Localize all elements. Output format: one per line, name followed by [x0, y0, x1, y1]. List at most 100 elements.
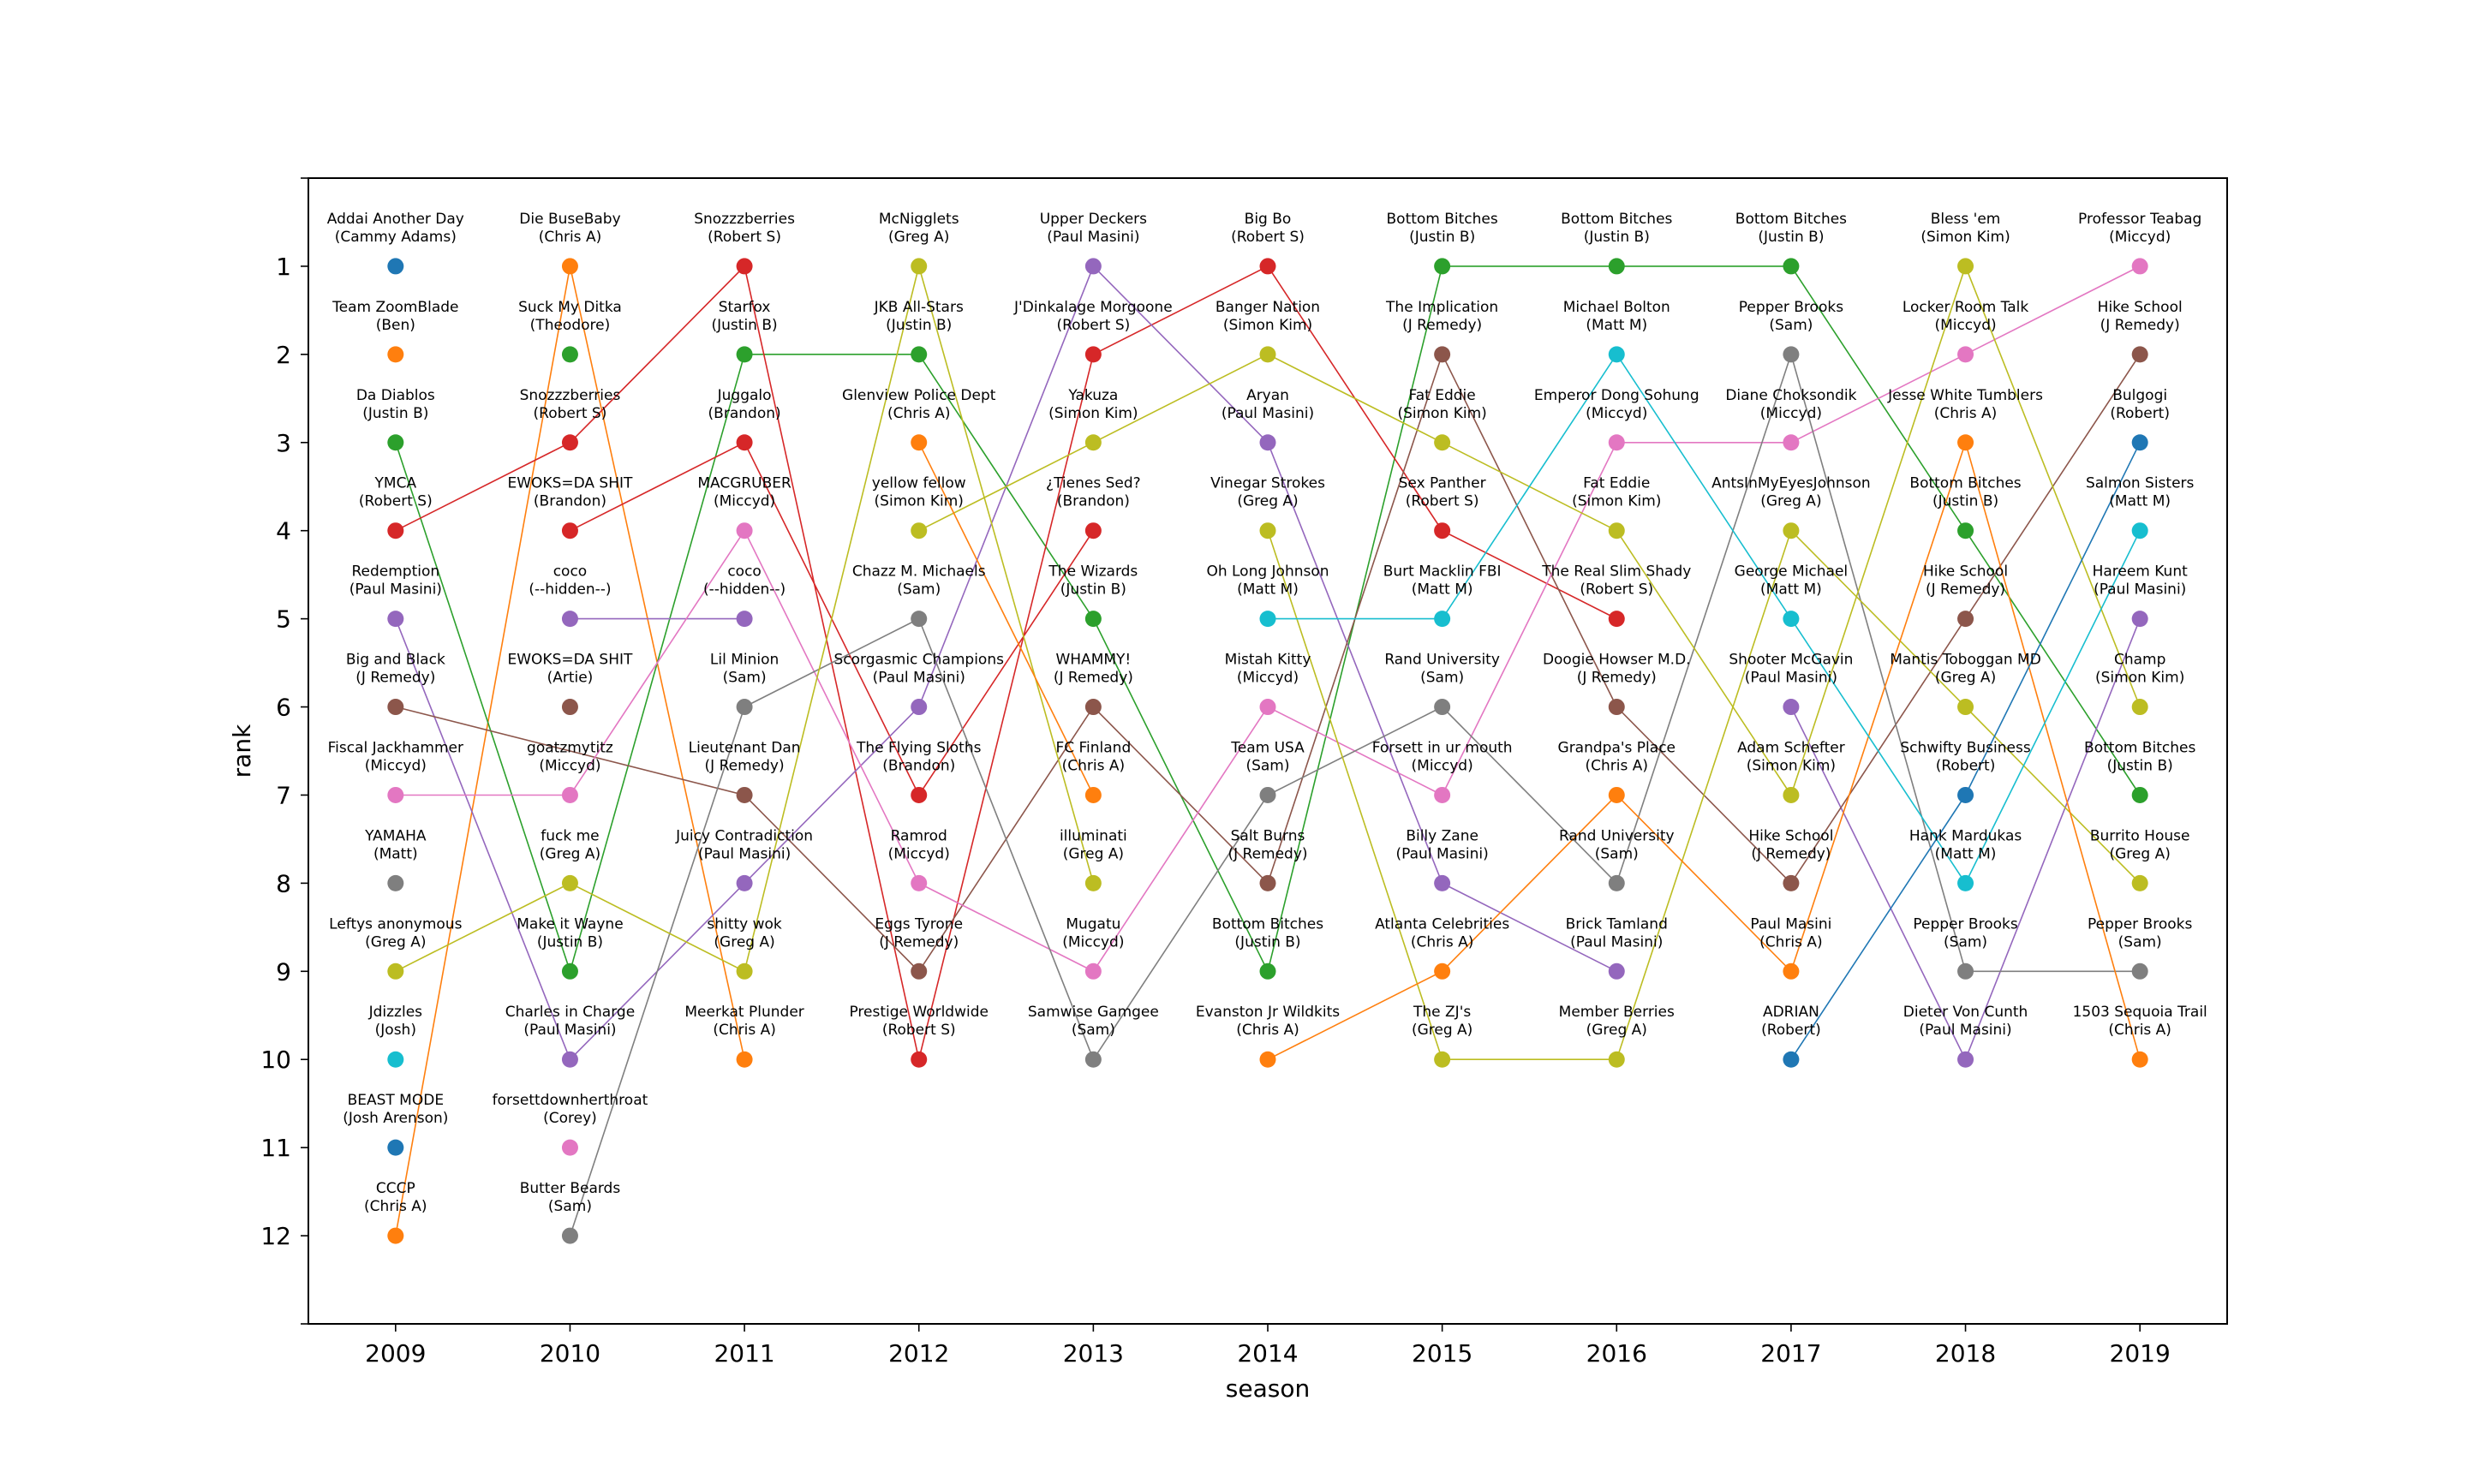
rank-marker: [1434, 611, 1451, 628]
team-name-label: Vinegar Strokes: [1210, 475, 1325, 492]
x-tick-label: 2013: [1063, 1339, 1124, 1368]
team-name-label: Lieutenant Dan: [689, 739, 801, 756]
rank-marker: [1434, 699, 1451, 716]
rank-marker: [1957, 699, 1974, 716]
team-name-label: Rand University: [1384, 652, 1500, 669]
owner-name-label: (J Remedy): [705, 757, 785, 774]
owner-name-label: (Sam): [723, 670, 767, 687]
team-name-label: Champ: [2114, 652, 2165, 669]
rank-marker: [1434, 874, 1451, 891]
team-name-label: Ramrod: [891, 827, 947, 844]
team-name-label: Make it Wayne: [517, 915, 623, 933]
owner-name-label: (Miccyd): [1760, 405, 1822, 422]
team-name-label: Lil Minion: [710, 652, 779, 669]
team-name-label: Jdizzles: [368, 1004, 423, 1021]
owner-name-label: (Justin B): [1060, 581, 1126, 599]
owner-name-label: (J Remedy): [1577, 670, 1657, 687]
rank-marker: [2131, 786, 2148, 803]
owner-name-label: (Robert S): [534, 405, 607, 422]
owner-name-label: (Chris A): [539, 229, 602, 246]
team-name-label: Salt Burns: [1231, 827, 1305, 844]
x-tick-label: 2014: [1237, 1339, 1298, 1368]
team-name-label: Hike School: [1748, 827, 1833, 844]
rank-marker: [736, 1051, 753, 1068]
owner-name-label: (Brandon): [1057, 493, 1130, 510]
owner-name-label: (Matt M): [1760, 581, 1822, 599]
rank-marker: [1259, 1051, 1276, 1068]
team-name-label: Shooter McGavin: [1729, 652, 1853, 669]
rank-marker: [1957, 786, 1974, 803]
owner-name-label: (Justin B): [1932, 493, 1998, 510]
rank-marker: [1434, 1051, 1451, 1068]
team-name-label: Brick Tamland: [1566, 915, 1668, 933]
y-tick-label: 9: [276, 957, 291, 986]
owner-name-label: (Sam): [1944, 933, 1987, 951]
rank-marker: [561, 522, 578, 539]
rank-marker: [1957, 346, 1974, 363]
team-name-label: Bottom Bitches: [1212, 915, 1323, 933]
rank-marker: [911, 963, 928, 980]
owner-name-label: (Josh Arenson): [343, 1110, 448, 1127]
team-name-label: Hareem Kunt: [2093, 563, 2189, 581]
owner-name-label: (Greg A): [365, 933, 426, 951]
owner-name-label: (Greg A): [2110, 845, 2171, 862]
rank-marker: [1259, 611, 1276, 628]
owner-name-label: (Greg A): [1237, 493, 1298, 510]
rank-marker: [736, 258, 753, 275]
rank-marker: [1084, 522, 1102, 539]
team-name-label: Starfox: [719, 299, 771, 316]
rank-marker: [1608, 963, 1625, 980]
owner-name-label: (J Remedy): [1926, 581, 2005, 599]
team-name-label: yellow fellow: [872, 475, 966, 492]
owner-name-label: (Robert S): [1406, 493, 1479, 510]
team-name-label: Prestige Worldwide: [849, 1004, 989, 1021]
owner-name-label: (Josh): [375, 1022, 416, 1039]
x-tick-label: 2009: [365, 1339, 426, 1368]
owner-name-label: (--hidden--): [529, 581, 611, 599]
owner-name-label: (Matt M): [1237, 581, 1299, 599]
team-name-label: Burt Macklin FBI: [1383, 563, 1502, 581]
rank-marker: [1608, 258, 1625, 275]
team-name-label: Snozzzberries: [694, 211, 795, 228]
rank-marker: [736, 963, 753, 980]
rank-marker: [1783, 346, 1800, 363]
x-axis: 2009 2010 2011 2012 2013 2014 2015 2016 2017 2018…: [365, 1324, 2171, 1368]
owner-name-label: (Robert S): [1580, 581, 1653, 599]
owner-name-label: (Robert S): [1231, 229, 1305, 246]
series-line-9: [569, 352, 2141, 1237]
rank-marker: [1608, 434, 1625, 451]
x-tick-label: 2010: [540, 1339, 600, 1368]
owner-name-label: (J Remedy): [355, 670, 435, 687]
x-tick-label: 2012: [888, 1339, 949, 1368]
rank-marker: [561, 963, 578, 980]
team-name-label: Bottom Bitches: [1909, 475, 2021, 492]
owner-name-label: (Paul Masini): [873, 670, 965, 687]
owner-name-label: (Chris A): [887, 405, 951, 422]
rank-marker: [2131, 699, 2148, 716]
rank-marker: [1084, 611, 1102, 628]
owner-name-label: (Paul Masini): [1570, 933, 1663, 951]
x-axis-label: season: [1226, 1374, 1310, 1403]
team-name-label: Member Berries: [1559, 1004, 1675, 1021]
y-tick-label: 1: [276, 253, 291, 281]
rank-marker: [2131, 963, 2148, 980]
owner-name-label: (J Remedy): [1054, 670, 1133, 687]
rank-marker: [1434, 346, 1451, 363]
x-tick-label: 2015: [1412, 1339, 1472, 1368]
rank-marker: [561, 434, 578, 451]
rank-marker: [1259, 522, 1276, 539]
team-name-label: AntsInMyEyesJohnson: [1711, 475, 1871, 492]
x-tick-label: 2017: [1760, 1339, 1821, 1368]
team-name-label: Da Diablos: [356, 387, 435, 404]
rank-marker: [1957, 963, 1974, 980]
team-name-label: ¿Tienes Sed?: [1046, 475, 1141, 492]
team-name-label: Doogie Howser M.D.: [1543, 652, 1691, 669]
rank-marker: [1084, 434, 1102, 451]
team-name-label: Bottom Bitches: [1387, 211, 1498, 228]
owner-name-label: (Simon Kim): [1920, 229, 2010, 246]
team-name-label: Professor Teabag: [2078, 211, 2201, 228]
owner-name-label: (Robert): [2110, 405, 2170, 422]
owner-name-label: (Paul Masini): [1047, 229, 1139, 246]
y-tick-label: 2: [276, 341, 291, 369]
